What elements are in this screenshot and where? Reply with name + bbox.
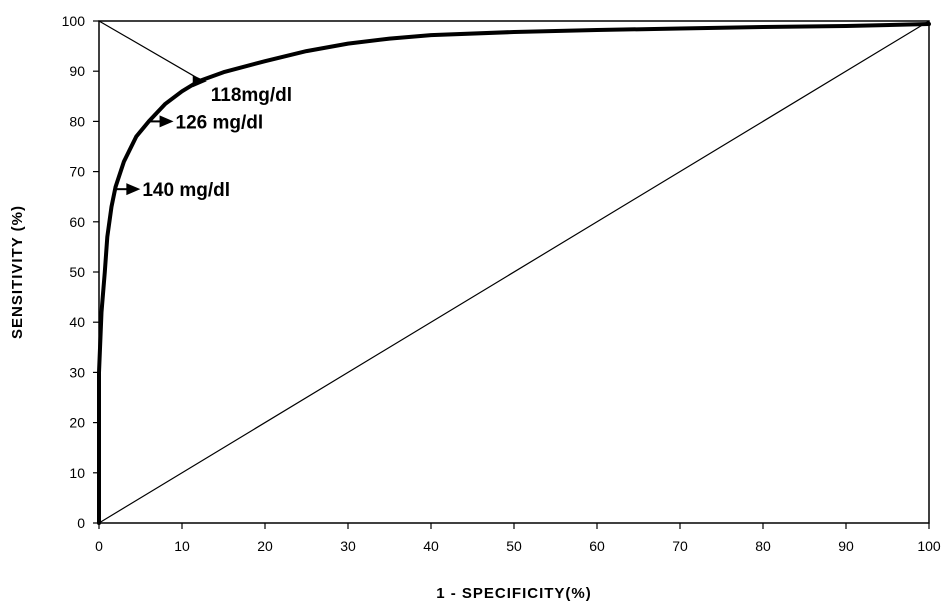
- y-tick-label: 100: [62, 13, 86, 29]
- optimal-point-line: [98, 20, 204, 82]
- annotation-2: 140 mg/dl: [116, 180, 230, 201]
- annotation-layer: 118mg/dl 126 mg/dl 140 mg/dl: [116, 75, 292, 201]
- y-axis-title: SENSITIVITY (%): [9, 205, 26, 339]
- x-tick-label: 60: [589, 538, 605, 554]
- annotation-0: 118mg/dl: [192, 75, 292, 106]
- x-axis-title: 1 - SPECIFICITY(%): [436, 585, 592, 602]
- y-tick-label: 30: [69, 364, 85, 380]
- annotation-label: 118mg/dl: [211, 85, 292, 106]
- y-tick-label: 20: [69, 415, 85, 431]
- y-tick-label: 90: [69, 63, 85, 79]
- y-tick-label: 80: [69, 113, 85, 129]
- x-tick-label: 50: [506, 538, 522, 554]
- reference-diagonal: [98, 20, 930, 524]
- x-tick-label: 40: [423, 538, 439, 554]
- x-axis-ticks: 0 10 20 30 40 50 60 70 80 90 100: [95, 523, 941, 554]
- y-tick-label: 70: [69, 164, 85, 180]
- x-tick-label: 90: [838, 538, 854, 554]
- x-tick-label: 30: [340, 538, 356, 554]
- x-tick-label: 10: [174, 538, 190, 554]
- x-tick-label: 80: [755, 538, 771, 554]
- x-tick-label: 0: [95, 538, 103, 554]
- x-tick-label: 100: [917, 538, 941, 554]
- y-tick-label: 0: [77, 515, 85, 531]
- annotation-arrow-head: [192, 75, 207, 88]
- y-tick-label: 40: [69, 314, 85, 330]
- annotation-arrow-head: [159, 115, 174, 128]
- y-axis-ticks: 0 10 20 30 40 50 60 70 80 90 100: [62, 13, 99, 531]
- y-tick-label: 10: [69, 465, 85, 481]
- annotation-label: 140 mg/dl: [142, 180, 230, 201]
- y-tick-label: 60: [69, 214, 85, 230]
- x-tick-label: 20: [257, 538, 273, 554]
- y-tick-label: 50: [69, 264, 85, 280]
- x-tick-label: 70: [672, 538, 688, 554]
- annotation-arrow-head: [126, 183, 141, 196]
- annotation-label: 126 mg/dl: [176, 112, 264, 133]
- annotation-1: 126 mg/dl: [149, 112, 264, 133]
